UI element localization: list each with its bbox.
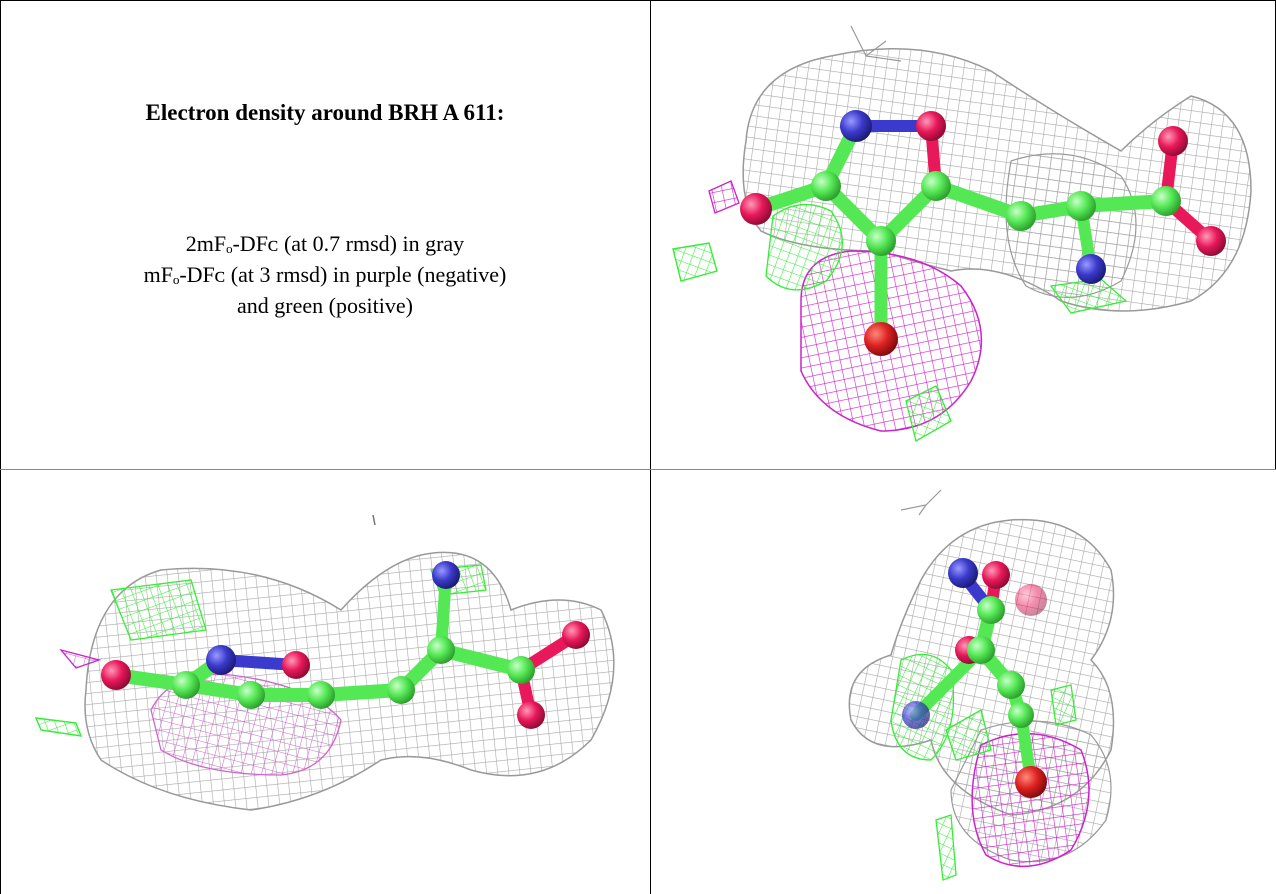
- atom-carbon: [866, 226, 896, 256]
- atom-nitrogen: [206, 645, 236, 675]
- atom-carbon: [307, 681, 335, 709]
- atom-nitrogen: [840, 110, 872, 142]
- atom-nitrogen: [432, 561, 460, 589]
- atom-carbon: [387, 676, 415, 704]
- atom-carbon: [977, 596, 1005, 624]
- atom-oxygen-back: [1015, 584, 1047, 616]
- atom-carbon: [967, 636, 995, 664]
- purple-negative-mesh: [971, 732, 1090, 867]
- mesh-fragment: [850, 25, 902, 62]
- green-positive-mesh: [672, 203, 1128, 442]
- atom-carbon: [1006, 201, 1036, 231]
- atom-carbon: [997, 671, 1025, 699]
- bottom-right-view: [651, 470, 1276, 894]
- atom-nitrogen: [902, 701, 930, 729]
- atom-carbon: [237, 681, 265, 709]
- atom-oxygen: [1196, 226, 1226, 256]
- molecule-atoms: [902, 558, 1047, 798]
- bottom-left-view: [1, 470, 650, 894]
- density-render-bottom-right: [848, 489, 1115, 881]
- molecule-atoms: [101, 561, 590, 729]
- atom-carbon: [507, 656, 535, 684]
- atom-oxygen-negative: [864, 322, 898, 356]
- table-divider-vertical: [650, 0, 651, 894]
- atom-carbon: [921, 171, 951, 201]
- atom-nitrogen: [1076, 254, 1106, 284]
- atom-oxygen: [1158, 126, 1188, 156]
- mesh-fragment: [372, 514, 376, 526]
- atom-oxygen-negative: [1015, 766, 1047, 798]
- atom-nitrogen: [948, 558, 978, 588]
- top-right-view: [651, 1, 1275, 469]
- atom-oxygen: [740, 193, 772, 225]
- atom-oxygen: [562, 621, 590, 649]
- atom-carbon: [1066, 191, 1096, 221]
- caption-line-3: and green (positive): [237, 293, 413, 318]
- caption-line-1: 2mFₒ-DFᴄ (at 0.7 rmsd) in gray: [185, 231, 465, 256]
- caption-cell: Electron density around BRH A 611: 2mFₒ-…: [0, 0, 650, 468]
- atom-oxygen: [982, 561, 1010, 589]
- density-render-top-right: [672, 25, 1252, 442]
- atom-oxygen: [101, 660, 131, 690]
- atom-oxygen: [517, 701, 545, 729]
- atom-carbon: [172, 671, 200, 699]
- caption-title: Electron density around BRH A 611:: [145, 100, 505, 125]
- atom-oxygen: [282, 651, 310, 679]
- atom-carbon: [1151, 186, 1181, 216]
- mesh-fragment: [900, 489, 942, 516]
- caption-description: 2mFₒ-DFᴄ (at 0.7 rmsd) in gray mFₒ-DFᴄ (…: [60, 228, 590, 321]
- atom-oxygen: [916, 111, 946, 141]
- atom-carbon: [427, 636, 455, 664]
- atom-carbon: [811, 171, 841, 201]
- density-render-bottom-left: [34, 514, 615, 811]
- atom-carbon: [1008, 702, 1034, 728]
- table-border-left: [0, 0, 1, 894]
- molecule-atoms: [740, 110, 1226, 356]
- table-divider-horizontal: [0, 469, 1276, 470]
- table-border-top: [0, 0, 1276, 1]
- caption-line-2: mFₒ-DFᴄ (at 3 rmsd) in purple (negative): [143, 262, 507, 287]
